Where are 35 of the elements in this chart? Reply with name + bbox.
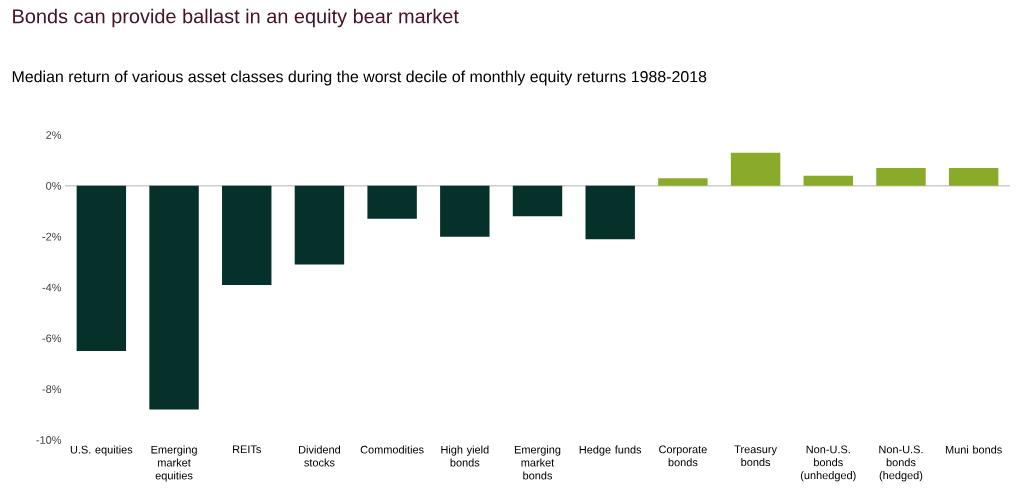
x-tick-label: Corporate bonds (659, 445, 707, 467)
x-tick-label: Emerging market equities (151, 445, 197, 482)
y-tick-label: 2% (46, 131, 62, 139)
x-tick-label: Muni bonds (945, 445, 1002, 454)
x-tick-label: Emerging market bonds (514, 445, 561, 480)
y-tick-label: -4% (42, 283, 62, 292)
x-tick-label: REITs (233, 445, 261, 454)
bar (149, 185, 199, 410)
bar (658, 178, 708, 186)
bar (730, 152, 781, 186)
x-tick-label: Hedge funds (579, 445, 642, 456)
y-tick-label: -6% (42, 334, 62, 343)
bar (585, 185, 635, 240)
bar (948, 168, 999, 186)
x-tick-label: Commodities (360, 445, 424, 454)
y-tick-label: -2% (42, 232, 62, 241)
y-tick-label: -10% (36, 436, 62, 444)
x-tick-label: Non-U.S. bonds (hedged) (879, 445, 923, 482)
y-tick-label: -8% (42, 385, 62, 394)
chart-title: Bonds can provide ballast in an equity bear market (13, 8, 459, 28)
x-tick-label: Non-U.S. bonds (unhedged) (800, 445, 856, 482)
chart-subtitle: Median return of various asset classes during the worst decile of monthly equity returns 1988-2018 (12, 70, 707, 86)
bar (367, 185, 417, 219)
bar (222, 185, 272, 285)
x-tick-label: Dividend stocks (299, 445, 341, 467)
bar (76, 185, 127, 352)
bar (294, 185, 345, 265)
y-tick-label: 0% (46, 181, 62, 190)
x-tick-label: Treasury bonds (734, 445, 777, 467)
bar (876, 168, 926, 186)
x-tick-label: High yield bonds (441, 445, 489, 467)
bar (440, 185, 490, 237)
bar (512, 185, 563, 217)
bar (803, 175, 853, 186)
x-tick-label: U.S. equities (70, 445, 133, 456)
